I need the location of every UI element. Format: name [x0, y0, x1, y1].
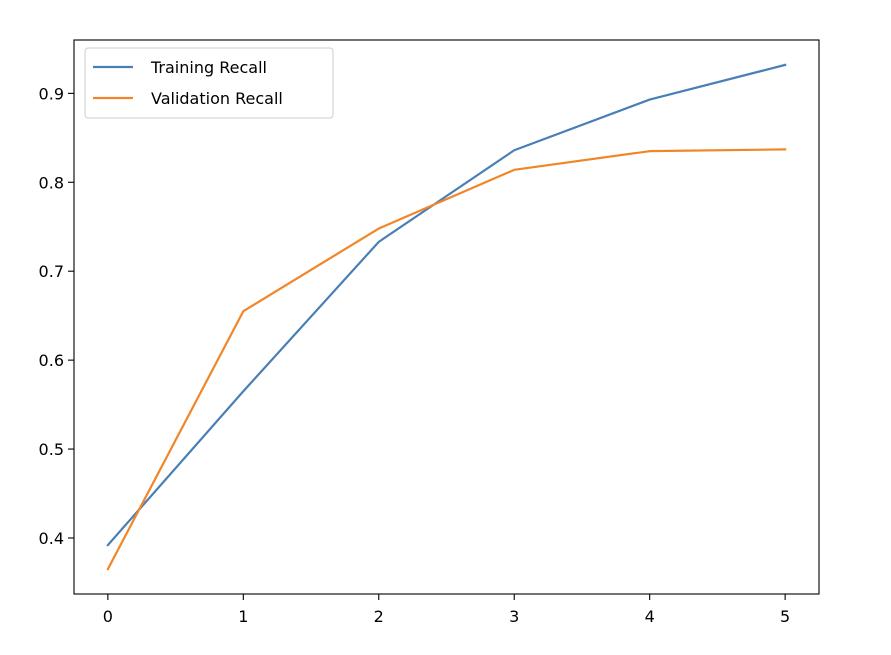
x-tick-label: 4 — [645, 607, 655, 626]
x-tick-label: 2 — [374, 607, 384, 626]
x-tick-label: 0 — [103, 607, 113, 626]
x-tick-label: 1 — [238, 607, 248, 626]
y-tick-label: 0.4 — [39, 529, 64, 548]
y-tick-label: 0.5 — [39, 440, 64, 459]
x-tick-label: 5 — [780, 607, 790, 626]
series-lines — [106, 63, 787, 571]
plot-frame — [73, 39, 820, 595]
axes: 0 1 2 3 4 5 0.4 0.5 0.6 0.7 0.8 0.9 — [39, 39, 820, 626]
legend-label: Validation Recall — [151, 89, 283, 108]
series-line-validation-recall — [106, 148, 787, 571]
series-line-training-recall — [106, 63, 787, 547]
x-tick-label: 3 — [509, 607, 519, 626]
y-tick-label: 0.7 — [39, 262, 64, 281]
y-tick-label: 0.8 — [39, 173, 64, 192]
legend-label: Training Recall — [150, 58, 267, 77]
y-tick-label: 0.6 — [39, 351, 64, 370]
y-tick-label: 0.9 — [39, 84, 64, 103]
legend-box — [84, 47, 334, 119]
legend: Training Recall Validation Recall — [84, 47, 334, 119]
